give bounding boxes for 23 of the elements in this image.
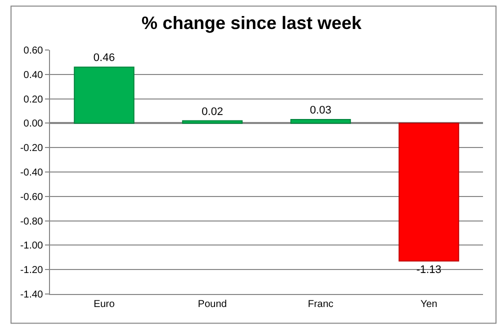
y-tick-label: -1.40 bbox=[20, 290, 44, 300]
bar bbox=[74, 66, 134, 124]
chart-title: % change since last week bbox=[141, 13, 363, 34]
y-tick-label: 0.20 bbox=[24, 94, 44, 106]
y-tick-label: -0.60 bbox=[20, 192, 44, 203]
y-tick-label: 0.60 bbox=[24, 46, 44, 56]
bar bbox=[290, 119, 351, 124]
x-tick-label: Franc bbox=[308, 299, 334, 310]
x-tick-label: Euro bbox=[94, 299, 116, 310]
x-tick-label: Yen bbox=[420, 299, 438, 310]
data-label: -1.13 bbox=[416, 264, 442, 276]
y-tick-label: -0.40 bbox=[20, 168, 44, 178]
bar bbox=[398, 122, 460, 262]
y-tick-label: -1.20 bbox=[20, 265, 44, 276]
y-tick-label: 0.00 bbox=[24, 118, 44, 130]
x-tick-label: Pound bbox=[198, 299, 227, 310]
y-tick-label: -0.20 bbox=[20, 143, 44, 154]
data-label: 0.46 bbox=[93, 52, 115, 64]
y-tick-label: -0.80 bbox=[20, 216, 44, 228]
y-tick-label: -1.00 bbox=[20, 240, 44, 252]
y-tick-label: 0.40 bbox=[24, 70, 44, 81]
data-label: 0.02 bbox=[202, 106, 224, 118]
data-label: 0.03 bbox=[310, 104, 332, 117]
